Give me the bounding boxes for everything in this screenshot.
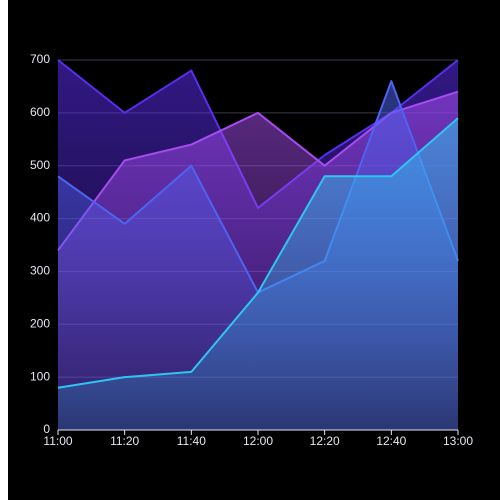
area	[58, 118, 458, 431]
y-tick-label: 400	[30, 211, 50, 225]
y-tick-label: 500	[30, 158, 50, 172]
y-tick-label: 0	[43, 422, 50, 436]
y-tick-label: 100	[30, 369, 50, 383]
y-tick-label: 300	[30, 264, 50, 278]
y-tick-label: 600	[30, 105, 50, 119]
x-tick-label: 12:00	[243, 434, 273, 448]
y-tick-label: 700	[30, 52, 50, 66]
x-tick-label: 12:20	[310, 434, 340, 448]
line	[57, 117, 459, 389]
y-tick-label: 200	[30, 316, 50, 330]
x-tick-label: 11:40	[177, 434, 206, 448]
x-tick-label: 13:00	[443, 434, 473, 448]
x-tick-label: 12:40	[376, 434, 406, 448]
x-tick-label: 11:20	[110, 434, 139, 448]
x-tick-label: 11:00	[43, 434, 72, 448]
